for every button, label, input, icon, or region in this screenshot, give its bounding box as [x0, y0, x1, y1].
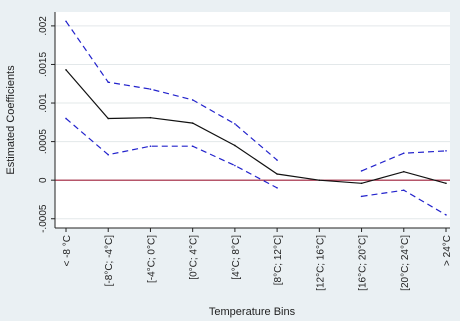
lower-bound-series [65, 117, 447, 216]
estimate-point [65, 69, 67, 71]
y-axis-title: Estimated Coefficients [5, 65, 17, 175]
x-tick-label: [8°C; 12°C] [273, 235, 284, 285]
y-tick-label: -.0005 [38, 204, 49, 233]
plot-area [55, 12, 450, 228]
lower-bound-line [65, 118, 278, 189]
estimate-point [107, 117, 110, 120]
x-tick-label: [16°C; 20°C] [358, 235, 369, 291]
estimate-point [360, 182, 363, 185]
upper-bound-point [402, 152, 405, 154]
lower-bound-point [191, 145, 194, 148]
x-tick-label: [0°C; 4°C] [189, 235, 200, 280]
estimate-point [149, 116, 152, 119]
lower-bound-point [360, 195, 363, 198]
x-tick-label: [-4°C; 0°C] [146, 235, 157, 283]
y-tick-label: .002 [38, 16, 49, 36]
series-layer [65, 20, 447, 216]
estimate-series [65, 69, 447, 185]
y-tick-label: 0 [38, 177, 49, 183]
estimate-point [234, 144, 236, 147]
upper-bound-point [149, 88, 152, 90]
estimate-point [445, 182, 447, 185]
x-axis-title: Temperature Bins [209, 306, 296, 318]
y-tick-label: .0015 [38, 52, 49, 77]
upper-bound-point [445, 150, 447, 152]
upper-bound-point [276, 159, 278, 161]
x-tick-layer: < -8 °C [-8°C; -4°C] [-4°C; 0°C] [0°C; 4°C]… [62, 228, 453, 291]
upper-bound-point [360, 170, 363, 172]
upper-bound-line [65, 20, 278, 161]
x-tick-label: < -8 °C [62, 235, 73, 267]
lower-bound-point [445, 214, 447, 216]
upper-bound-point [234, 123, 236, 125]
upper-bound-point [65, 20, 67, 23]
estimate-point [191, 122, 194, 124]
x-tick-label: [-8°C; -4°C] [104, 235, 115, 287]
x-tick-label: [20°C; 24°C] [400, 235, 411, 291]
y-tick-label: .0005 [38, 129, 49, 154]
upper-bound-series [65, 20, 447, 172]
lower-bound-point [65, 117, 67, 120]
x-tick-label: [12°C; 16°C] [315, 235, 326, 291]
upper-bound-point [191, 99, 194, 101]
lower-bound-point [234, 164, 236, 167]
y-tick-label: .001 [38, 93, 49, 113]
estimate-point [318, 179, 321, 181]
x-tick-label: > 24°C [442, 235, 453, 266]
lower-bound-point [402, 189, 405, 191]
lower-bound-point [276, 187, 278, 189]
upper-bound-point [107, 81, 110, 83]
estimate-line [65, 69, 447, 184]
lower-bound-point [149, 145, 152, 148]
lower-bound-point [107, 153, 110, 156]
estimate-point [276, 173, 278, 175]
x-tick-label: [4°C; 8°C] [231, 235, 242, 280]
y-tick-layer: -.0005 0 .0005 .001 .0015 .002 [38, 16, 55, 233]
estimate-point [402, 170, 405, 173]
